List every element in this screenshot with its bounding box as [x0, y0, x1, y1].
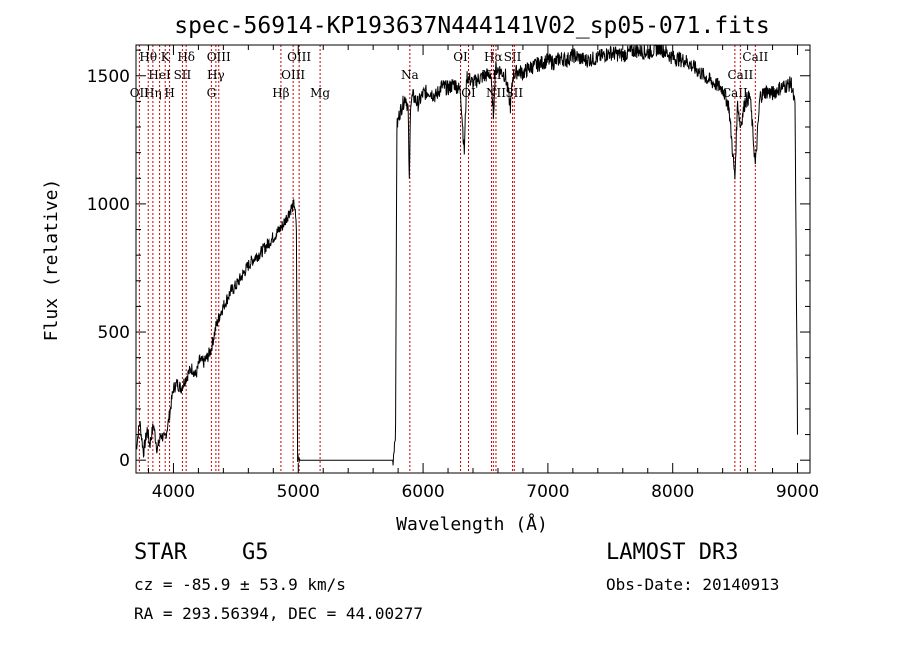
chart-title: spec-56914-KP193637N444141V02_sp05-071.f…	[174, 13, 769, 39]
x-tick-label: 5000	[277, 482, 320, 502]
line-label: OI	[453, 50, 468, 64]
line-label: Hβ	[272, 86, 289, 100]
line-label: Hγ	[207, 68, 225, 82]
line-label: CaII	[727, 68, 753, 82]
line-label: CaII	[722, 86, 748, 100]
x-tick-label: 4000	[152, 482, 195, 502]
line-label: OIII	[281, 68, 305, 82]
obs-date: Obs-Date: 20140913	[606, 575, 780, 594]
redshift-cz: cz = -85.9 ± 53.9 km/s	[134, 575, 346, 594]
line-label: OI	[461, 86, 476, 100]
plot-frame	[135, 44, 811, 474]
line-label: OII	[130, 86, 150, 100]
y-tick-label: 1500	[87, 67, 130, 87]
line-label: Hθ	[139, 50, 157, 64]
line-label: Mg	[310, 86, 330, 100]
object-class: STAR	[134, 540, 187, 565]
plot-axes: 4000 5000 6000 7000 8000 9000 0 500 1000 1500	[87, 44, 819, 502]
emission-line-markers: HθOIIHηHeIKHSIIHδGHγOIIIHβOIIIOIIIMgNaOI…	[130, 45, 768, 473]
x-tick-label: 6000	[401, 482, 444, 502]
line-label: H	[164, 86, 174, 100]
line-label: Hη	[144, 86, 162, 100]
spectrum-series	[136, 45, 798, 466]
y-tick-label: 500	[98, 323, 130, 343]
x-axis-label: Wavelength (Å)	[396, 513, 548, 535]
line-label: K	[161, 50, 171, 64]
line-label: SII	[505, 86, 523, 100]
x-tick-label: 7000	[526, 482, 569, 502]
coordinates: RA = 293.56394, DEC = 44.00277	[134, 604, 423, 623]
line-label: Hδ	[177, 50, 195, 64]
line-label: SII	[174, 68, 192, 82]
line-label: SII	[504, 50, 522, 64]
survey-name: LAMOST DR3	[606, 540, 739, 565]
spectrum-line	[136, 45, 798, 466]
line-label: HeI	[148, 68, 171, 82]
line-label: OIII	[287, 50, 311, 64]
y-tick-label: 1000	[87, 195, 130, 215]
line-label: OIII	[207, 50, 231, 64]
object-subclass: G5	[242, 540, 269, 565]
line-label: Hα	[484, 50, 503, 64]
line-label: Na	[401, 68, 419, 82]
x-tick-label: 8000	[651, 482, 694, 502]
line-label: G	[207, 86, 217, 100]
line-label: NII	[486, 86, 506, 100]
y-axis-label: Flux (relative)	[41, 179, 62, 342]
x-tick-label: 9000	[776, 482, 819, 502]
y-tick-label: 0	[119, 451, 130, 471]
line-label: CaII	[742, 50, 768, 64]
